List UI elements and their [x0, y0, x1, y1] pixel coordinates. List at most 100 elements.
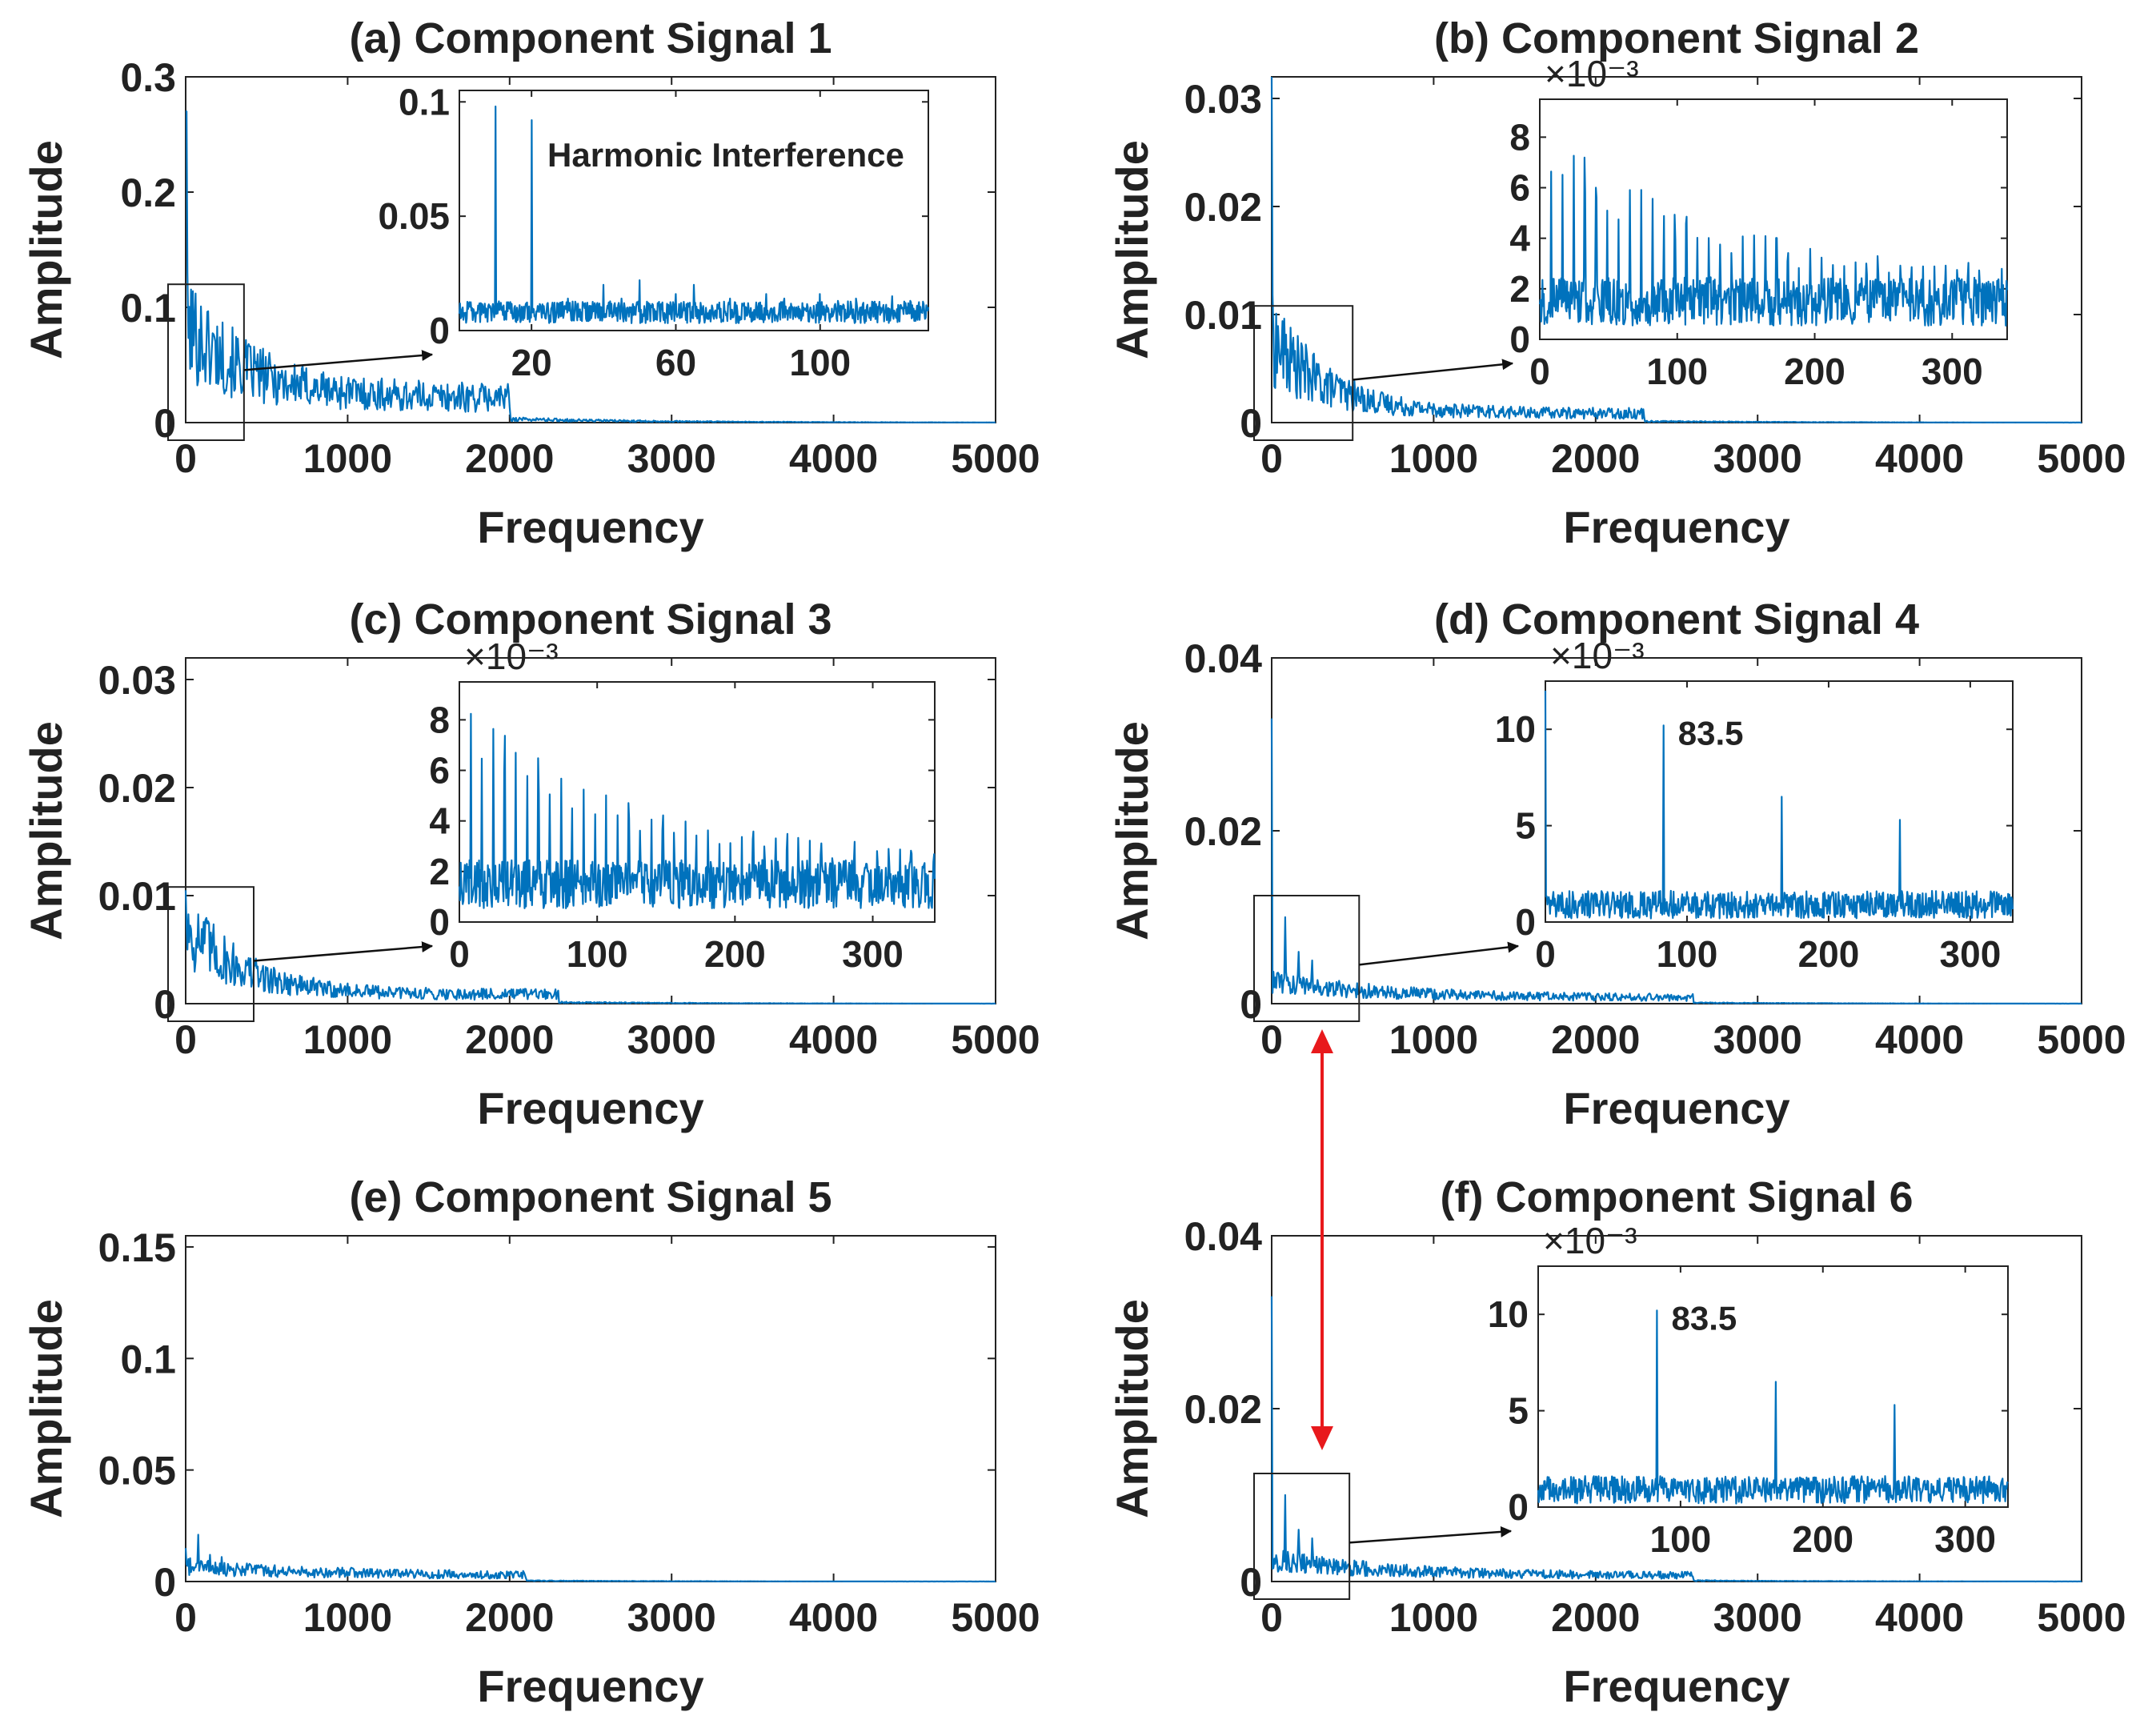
- panel-a-ytick-label: 0.1: [120, 286, 176, 331]
- panel-f-ytick-label: 0.04: [1184, 1214, 1263, 1259]
- link-arrow-head-down: [1311, 1426, 1333, 1450]
- panel-a-xtick-label: 2000: [465, 436, 554, 481]
- panel-b-xtick-label: 2000: [1551, 436, 1640, 481]
- panel-b-inset-ytick-label: 6: [1509, 167, 1530, 209]
- panel-e-spectrum-line: [184, 1534, 996, 1583]
- panel-d-inset-annotation: 83.5: [1678, 714, 1744, 752]
- panel-e-xtick-label: 2000: [465, 1595, 554, 1640]
- panel-f-inset-multiplier: ×10⁻³: [1543, 1220, 1637, 1261]
- panel-d-zoom-box: [1253, 895, 1361, 1022]
- panel-f-inset-spectrum-line: [1537, 1309, 2009, 1505]
- panel-c-inset-ytick-label: 8: [429, 699, 450, 740]
- panel-c-inset-xtick-label: 0: [449, 933, 470, 975]
- panel-f-inset-annotation: 83.5: [1672, 1299, 1737, 1337]
- panel-b-inset-multiplier: ×10⁻³: [1545, 53, 1639, 94]
- panel-a-ytick-label: 0.3: [120, 55, 176, 100]
- panel-a-spectrum-line: [186, 110, 996, 423]
- panel-d-xtick-label: 0: [1260, 1017, 1283, 1062]
- panel-c-xtick-label: 5000: [951, 1017, 1040, 1062]
- panel-d-inset-ytick-label: 10: [1495, 708, 1536, 750]
- panel-f-title: (f) Component Signal 6: [1441, 1173, 1914, 1221]
- panel-a-ylabel: Amplitude: [21, 140, 71, 359]
- panel-c-xtick-label: 0: [174, 1017, 197, 1062]
- panel-f-xtick-label: 2000: [1551, 1595, 1640, 1640]
- panel-e-ytick-label: 0: [154, 1560, 176, 1605]
- panel-d-xlabel: Frequency: [1563, 1083, 1789, 1133]
- panel-d-xtick-label: 5000: [2037, 1017, 2126, 1062]
- panel-f-inset-ytick-label: 10: [1488, 1293, 1529, 1335]
- panel-f-xtick-label: 1000: [1389, 1595, 1478, 1640]
- panel-b-zoom-arrow: [1353, 359, 1514, 381]
- panel-a-xtick-label: 1000: [303, 436, 392, 481]
- panel-e-title: (e) Component Signal 5: [349, 1173, 832, 1221]
- panel-f-inset-xtick-label: 200: [1792, 1518, 1853, 1560]
- panel-d-inset: 0 100 200 300 0 5 10 ×10⁻³ 83.5: [1495, 635, 2014, 975]
- panel-c-inset-ytick-label: 4: [429, 800, 450, 842]
- panel-c-ylabel: Amplitude: [21, 721, 71, 940]
- panel-e-ytick-label: 0.05: [98, 1449, 176, 1493]
- panel-b-inset-xtick-label: 0: [1529, 351, 1550, 392]
- panel-e-ytick-label: 0.15: [98, 1225, 176, 1270]
- panel-d-zoom-arrow: [1359, 941, 1520, 966]
- panel-c-inset-multiplier: ×10⁻³: [464, 635, 559, 677]
- panel-f-inset-xtick-label: 300: [1934, 1518, 1996, 1560]
- panel-a-inset: 20 60 100 0 0.05 0.1 Harmonic Interference: [378, 81, 930, 383]
- panel-d-ytick-label: 0.02: [1184, 809, 1262, 854]
- panel-c-ytick-label: 0.02: [98, 766, 176, 811]
- panel-b-xlabel: Frequency: [1563, 502, 1789, 552]
- panel-c-xtick-label: 3000: [627, 1017, 716, 1062]
- panel-a-zoom-box: [167, 283, 245, 442]
- panel-b-inset-ytick-label: 2: [1509, 268, 1530, 310]
- panel-b-inset-xtick-label: 200: [1784, 351, 1845, 392]
- panel-c-xtick-label: 1000: [303, 1017, 392, 1062]
- panel-b-title: (b) Component Signal 2: [1434, 14, 1919, 62]
- panel-c-title: (c) Component Signal 3: [349, 595, 832, 643]
- panel-a-inset-xtick-label: 100: [789, 342, 851, 383]
- panel-e-xtick-label: 1000: [303, 1595, 392, 1640]
- panel-e-xtick-label: 4000: [789, 1595, 878, 1640]
- panel-a-ytick-label: 0.2: [120, 170, 176, 215]
- panel-f-inset-ytick-label: 0: [1508, 1486, 1529, 1528]
- panel-c-inset-ytick-label: 0: [429, 901, 450, 943]
- panel-e-ytick-label: 0.1: [120, 1337, 176, 1381]
- panel-f-ytick-label: 0: [1240, 1560, 1262, 1605]
- panel-c-xtick-label: 2000: [465, 1017, 554, 1062]
- panel-d-xtick-label: 3000: [1713, 1017, 1802, 1062]
- panel-d-inset-xtick-label: 200: [1798, 933, 1860, 975]
- panel-c-inset-xtick-label: 200: [704, 933, 766, 975]
- panel-b-inset: 0 100 200 300 0 2 4 6 8 ×10⁻³: [1509, 53, 2009, 392]
- panel-c-ytick-label: 0: [154, 982, 176, 1027]
- panel-c-zoom-box: [167, 886, 255, 1022]
- panel-a-inset-ytick-label: 0: [429, 310, 450, 351]
- panel-c-spectrum-line: [184, 890, 996, 1005]
- panel-a-title: (a) Component Signal 1: [349, 14, 832, 62]
- panel-b-ytick-label: 0.03: [1184, 77, 1262, 122]
- panel-d-xtick-label: 1000: [1389, 1017, 1478, 1062]
- panel-c-inset-ytick-label: 2: [429, 851, 450, 892]
- panel-b-xtick-label: 1000: [1389, 436, 1478, 481]
- panel-b-inset-xtick-label: 100: [1646, 351, 1708, 392]
- panel-b-ytick-label: 0.01: [1184, 293, 1262, 338]
- panel-d-xtick-label: 4000: [1875, 1017, 1964, 1062]
- panel-d-inset-ytick-label: 5: [1515, 805, 1536, 847]
- panel-c-ytick-label: 0.03: [98, 658, 176, 703]
- panel-b-xtick-label: 0: [1260, 436, 1283, 481]
- panel-c-xlabel: Frequency: [477, 1083, 703, 1133]
- panel-f-xtick-label: 4000: [1875, 1595, 1964, 1640]
- panel-b-xtick-label: 5000: [2037, 436, 2126, 481]
- panel-b-ylabel: Amplitude: [1107, 140, 1157, 359]
- panel-e-xtick-label: 5000: [951, 1595, 1040, 1640]
- panel-f-inset-ytick-label: 5: [1508, 1390, 1529, 1432]
- panel-b-xtick-label: 3000: [1713, 436, 1802, 481]
- panel-e-xtick-label: 3000: [627, 1595, 716, 1640]
- panel-b-inset-ytick-label: 0: [1509, 319, 1530, 360]
- panel-c-ytick-label: 0.01: [98, 874, 176, 919]
- panel-d-inset-xtick-label: 100: [1657, 933, 1718, 975]
- panel-d-title: (d) Component Signal 4: [1434, 595, 1919, 643]
- panel-d-spectrum-line: [1270, 718, 2082, 1005]
- panel-a-xlabel: Frequency: [477, 502, 703, 552]
